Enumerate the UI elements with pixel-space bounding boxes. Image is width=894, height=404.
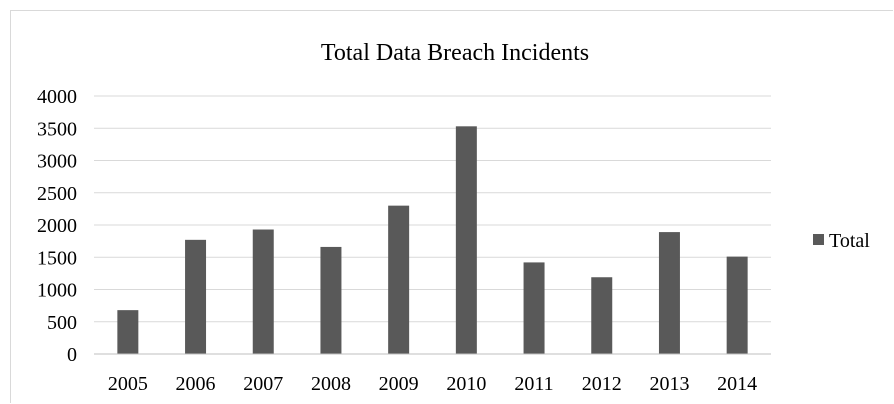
bar-2007 <box>252 229 274 354</box>
x-tick-label: 2012 <box>582 373 622 395</box>
bar-2010 <box>455 126 477 354</box>
y-tick-label: 500 <box>47 312 77 334</box>
y-tick-label: 3500 <box>37 118 77 140</box>
bar-2011 <box>523 262 545 354</box>
bar-2012 <box>591 277 613 354</box>
legend-label-total: Total <box>829 230 870 252</box>
bar-2014 <box>726 256 748 354</box>
x-tick-label: 2008 <box>311 373 351 395</box>
bar-2013 <box>658 232 680 354</box>
chart-title: Total Data Breach Incidents <box>321 40 589 66</box>
x-tick-label: 2006 <box>176 373 216 395</box>
x-tick-label: 2013 <box>649 373 689 395</box>
y-tick-label: 2500 <box>37 183 77 205</box>
chart-frame <box>10 10 893 403</box>
y-tick-label: 4000 <box>37 86 77 108</box>
y-tick-label: 0 <box>67 344 77 366</box>
x-tick-label: 2005 <box>108 373 148 395</box>
y-tick-label: 2000 <box>37 215 77 237</box>
bar-2008 <box>320 246 342 354</box>
bar-2005 <box>117 310 139 354</box>
x-tick-label: 2009 <box>379 373 419 395</box>
bar-2009 <box>388 205 410 354</box>
legend-swatch-total <box>813 234 824 245</box>
legend: Total <box>813 230 870 252</box>
x-tick-label: 2010 <box>446 373 486 395</box>
y-tick-label: 1500 <box>37 247 77 269</box>
gridlines <box>94 95 771 323</box>
x-tick-label: 2014 <box>717 373 757 395</box>
x-tick-label: 2011 <box>514 373 553 395</box>
y-tick-label: 1000 <box>37 280 77 302</box>
bars <box>117 126 748 354</box>
x-tick-label: 2007 <box>243 373 283 395</box>
bar-2006 <box>185 239 207 354</box>
y-axis-tick-labels: 0 500 1000 1500 2000 2500 3000 3500 4000 <box>37 86 77 366</box>
x-axis-tick-labels: 2005 2006 2007 2008 2009 2010 2011 2012 2013 2014 <box>108 373 757 395</box>
y-tick-label: 3000 <box>37 151 77 173</box>
